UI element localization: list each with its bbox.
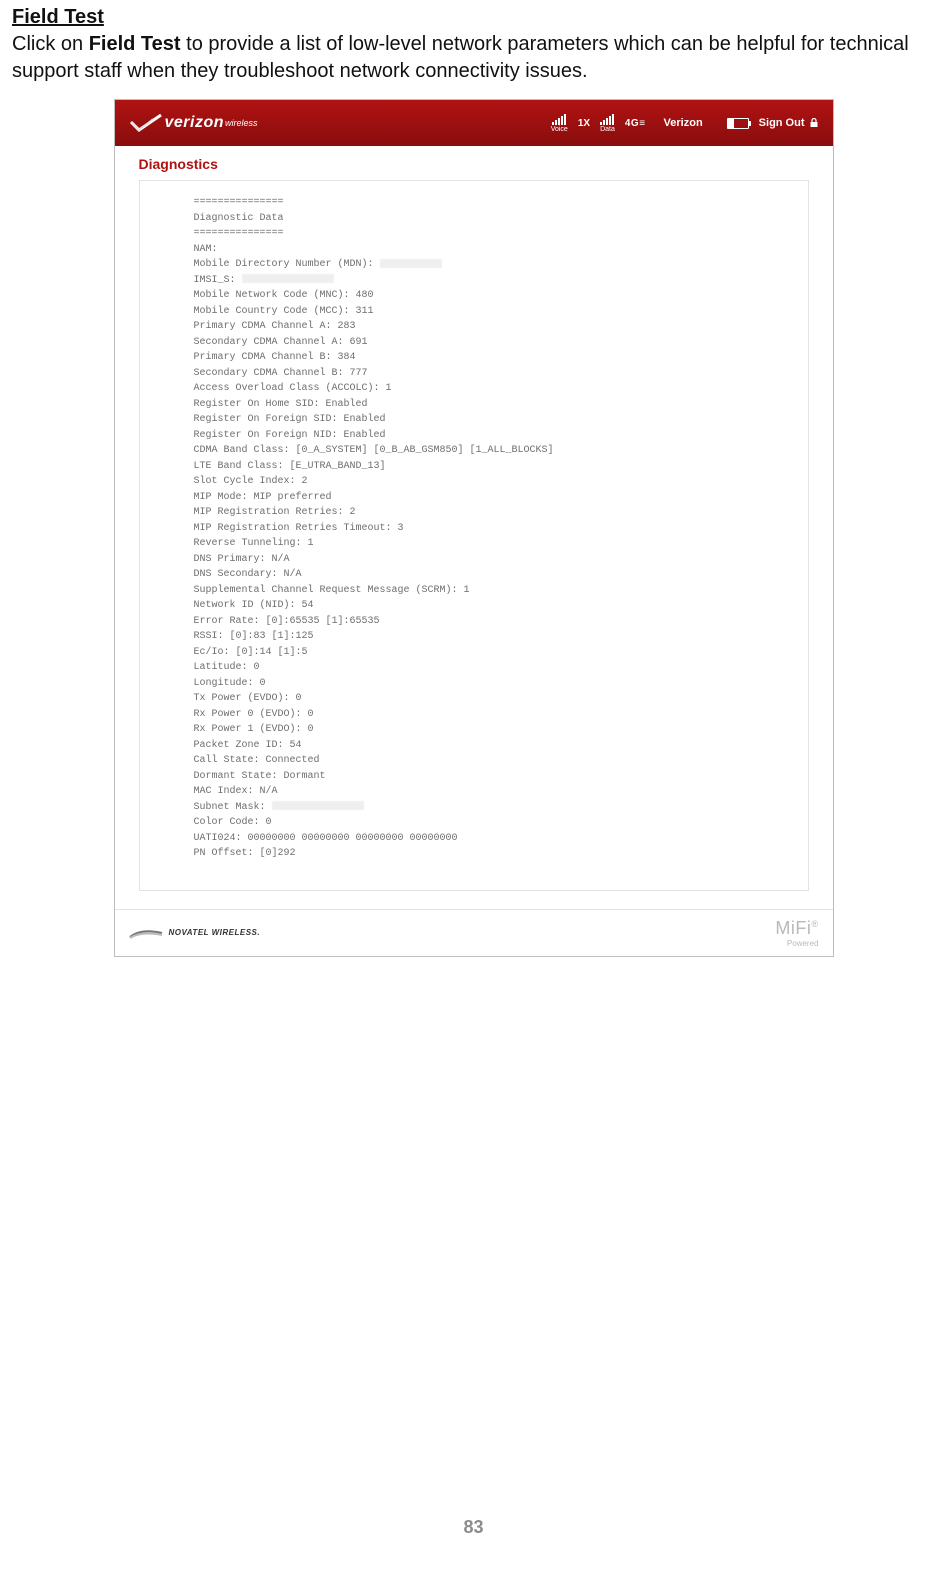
data-label: Data	[600, 126, 615, 133]
logo-subtext: wireless	[225, 118, 258, 128]
section-heading: Field Test	[12, 6, 935, 29]
carrier-name: Verizon	[650, 117, 717, 129]
sign-out-label: Sign Out	[759, 117, 805, 129]
voice-label: Voice	[551, 126, 568, 133]
mifi-subtext: Powered	[775, 939, 818, 948]
battery-icon	[727, 118, 749, 129]
sign-out-button[interactable]: Sign Out	[759, 117, 819, 129]
data-signal: Data	[594, 113, 621, 133]
logo-text: verizon	[165, 114, 225, 132]
diagnostics-title: Diagnostics	[139, 156, 809, 172]
novatel-logo: NOVATEL WIRELESS.	[129, 926, 261, 940]
signal-bars-icon	[600, 113, 614, 125]
voice-mode: 1X	[574, 118, 594, 129]
signal-bars-icon	[552, 113, 566, 125]
mifi-logo: MiFi® Powered	[775, 918, 818, 948]
data-mode: 4G≡	[621, 118, 650, 129]
logo-check-icon	[129, 113, 163, 133]
novatel-swoosh-icon	[129, 926, 163, 940]
top-bar: verizonwireless Voice 1X Data 4G≡ Verizo…	[115, 100, 833, 146]
diagnostic-output: ===============Diagnostic Data==========…	[139, 180, 809, 891]
mifi-text: MiFi	[775, 918, 811, 938]
page-number: 83	[12, 1517, 935, 1538]
screenshot-container: verizonwireless Voice 1X Data 4G≡ Verizo…	[114, 99, 834, 957]
novatel-text: NOVATEL WIRELESS.	[169, 928, 261, 937]
content-area: Diagnostics ===============Diagnostic Da…	[115, 146, 833, 909]
intro-prefix: Click on	[12, 33, 89, 55]
intro-bold: Field Test	[89, 33, 181, 55]
verizon-logo: verizonwireless	[129, 113, 258, 133]
voice-signal: Voice	[545, 113, 574, 133]
footer-bar: NOVATEL WIRELESS. MiFi® Powered	[115, 909, 833, 956]
lock-icon	[809, 118, 819, 128]
mifi-reg: ®	[811, 919, 818, 929]
intro-paragraph: Click on Field Test to provide a list of…	[12, 31, 935, 85]
